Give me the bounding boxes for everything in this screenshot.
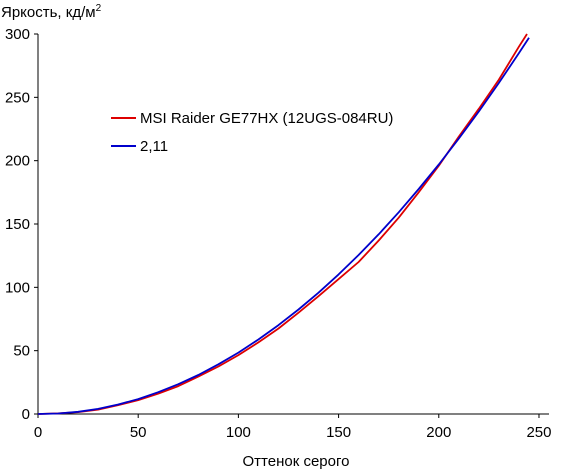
x-tick-group: 0 50 100 150 200 250 [34, 414, 551, 441]
series-line-2 [37, 37, 530, 415]
x-tick-label: 100 [226, 424, 251, 441]
y-tick-label: 100 [5, 279, 30, 296]
x-tick-label: 250 [526, 424, 551, 441]
x-tick-label: 200 [426, 424, 451, 441]
legend: MSI Raider GE77HX (12UGS-084RU) 2,11 [111, 110, 393, 155]
y-tick-label: 300 [5, 26, 30, 43]
x-tick-label: 0 [34, 424, 42, 441]
y-tick-label: 250 [5, 89, 30, 106]
series-group [37, 33, 530, 415]
legend-label-2: 2,11 [140, 138, 168, 155]
x-axis-title: Оттенок серого [243, 453, 350, 469]
y-axis-title-superscript: 2 [96, 3, 102, 14]
y-axis-title: Яркость, кд/м2 [1, 3, 102, 21]
x-tick-label: 150 [326, 424, 351, 441]
y-tick-group: 0 50 100 150 200 250 300 [5, 26, 38, 423]
y-tick-label: 200 [5, 153, 30, 170]
x-tick-label: 50 [130, 424, 147, 441]
axes [37, 34, 549, 415]
y-tick-label: 0 [22, 406, 30, 423]
legend-label-1: MSI Raider GE77HX (12UGS-084RU) [140, 110, 393, 127]
y-tick-label: 150 [5, 216, 30, 233]
series-line-1 [37, 33, 528, 415]
y-tick-label: 50 [13, 343, 30, 360]
